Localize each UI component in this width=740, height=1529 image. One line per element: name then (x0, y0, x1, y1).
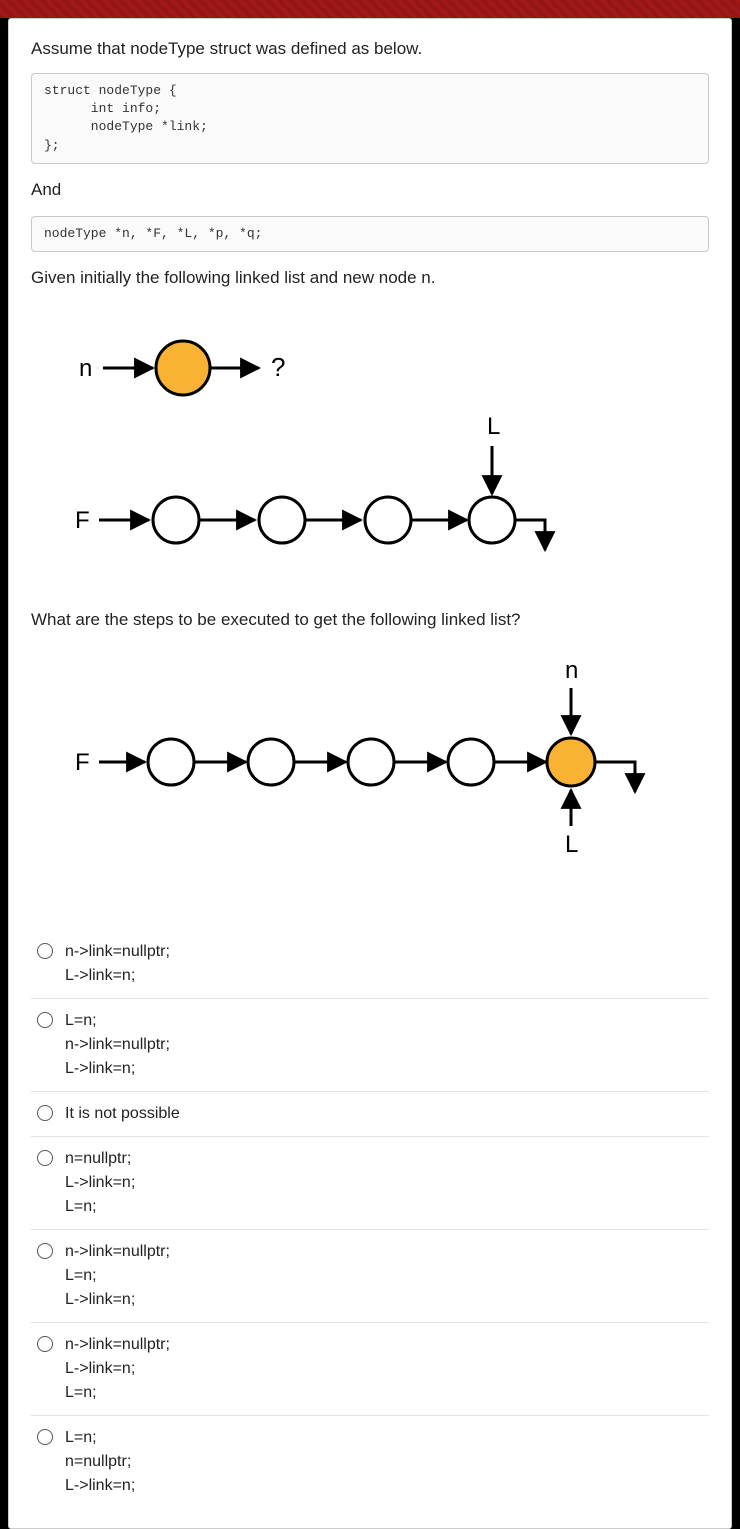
L-label-1: L (487, 413, 500, 440)
top-bar (0, 0, 740, 18)
option-text: n=nullptr; L->link=n; L=n; (65, 1147, 135, 1219)
diagram-initial: n ? L F (31, 316, 709, 586)
option-row[interactable]: n->link=nullptr; L->link=n; (31, 930, 709, 998)
option-row[interactable]: n->link=nullptr; L=n; L->link=n; (31, 1229, 709, 1322)
diagram-result: n F L (31, 650, 709, 890)
code-block-struct: struct nodeType { int info; nodeType *li… (31, 73, 709, 164)
radio-icon[interactable] (37, 1012, 53, 1028)
L-label-2: L (565, 831, 578, 858)
node-3 (365, 497, 411, 543)
radio-icon[interactable] (37, 943, 53, 959)
option-text: n->link=nullptr; L=n; L->link=n; (65, 1240, 170, 1312)
n-label: n (79, 355, 92, 382)
option-row[interactable]: L=n; n->link=nullptr; L->link=n; (31, 998, 709, 1091)
code-block-decl: nodeType *n, *F, *L, *p, *q; (31, 216, 709, 252)
option-row[interactable]: L=n; n=nullptr; L->link=n; (31, 1415, 709, 1508)
options-list: n->link=nullptr; L->link=n; L=n; n->link… (31, 930, 709, 1508)
r-node-3 (348, 739, 394, 785)
n-label-2: n (565, 657, 578, 684)
question-card: Assume that nodeType struct was defined … (8, 18, 732, 1529)
given-text: Given initially the following linked lis… (31, 268, 709, 288)
node-2 (259, 497, 305, 543)
radio-icon[interactable] (37, 1336, 53, 1352)
option-row[interactable]: It is not possible (31, 1091, 709, 1136)
r-node-4 (448, 739, 494, 785)
r-node-5-orange (547, 738, 595, 786)
option-text: L=n; n=nullptr; L->link=n; (65, 1426, 135, 1498)
r-node-1 (148, 739, 194, 785)
option-text: L=n; n->link=nullptr; L->link=n; (65, 1009, 170, 1081)
radio-icon[interactable] (37, 1243, 53, 1259)
option-text: It is not possible (65, 1102, 180, 1126)
option-row[interactable]: n=nullptr; L->link=n; L=n; (31, 1136, 709, 1229)
r-node-2 (248, 739, 294, 785)
F-label-2: F (75, 749, 90, 776)
radio-icon[interactable] (37, 1150, 53, 1166)
F-label-1: F (75, 507, 90, 534)
option-row[interactable]: n->link=nullptr; L->link=n; L=n; (31, 1322, 709, 1415)
node-1 (153, 497, 199, 543)
option-text: n->link=nullptr; L->link=n; L=n; (65, 1333, 170, 1405)
intro-text: Assume that nodeType struct was defined … (31, 39, 709, 59)
node-n-orange (156, 341, 210, 395)
radio-icon[interactable] (37, 1429, 53, 1445)
option-text: n->link=nullptr; L->link=n; (65, 940, 170, 988)
question-text: What are the steps to be executed to get… (31, 610, 709, 630)
radio-icon[interactable] (37, 1105, 53, 1121)
qmark: ? (271, 352, 285, 382)
and-text: And (31, 180, 709, 200)
node-4 (469, 497, 515, 543)
